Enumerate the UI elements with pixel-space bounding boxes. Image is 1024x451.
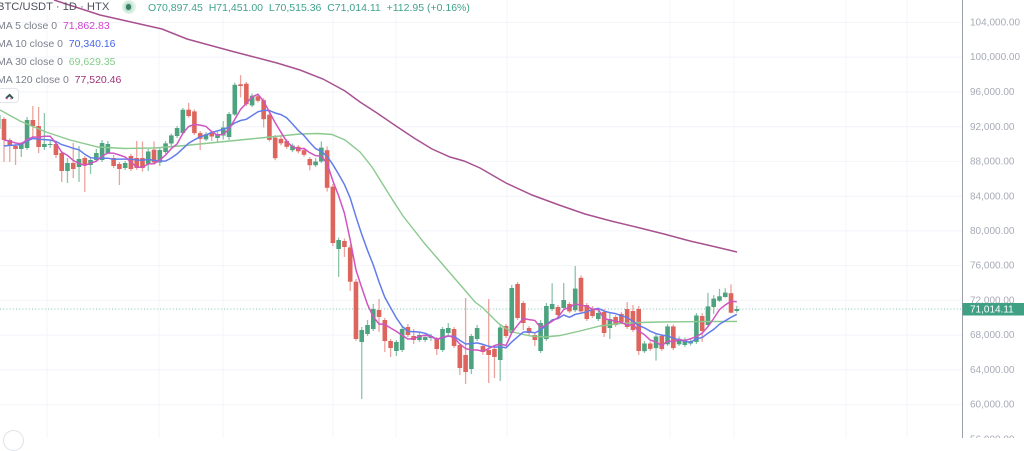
svg-text:68,000.00: 68,000.00	[970, 330, 1015, 341]
svg-text:64,000.00: 64,000.00	[970, 365, 1015, 376]
svg-text:100,000.00: 100,000.00	[970, 52, 1020, 63]
svg-text:56,000.00: 56,000.00	[970, 435, 1015, 438]
svg-text:92,000.00: 92,000.00	[970, 122, 1015, 133]
svg-text:104,000.00: 104,000.00	[970, 18, 1020, 29]
svg-text:60,000.00: 60,000.00	[970, 400, 1015, 411]
svg-text:84,000.00: 84,000.00	[970, 191, 1015, 202]
svg-text:71,014.11: 71,014.11	[970, 304, 1014, 315]
svg-text:88,000.00: 88,000.00	[970, 157, 1015, 168]
svg-text:76,000.00: 76,000.00	[970, 261, 1015, 272]
svg-text:80,000.00: 80,000.00	[970, 226, 1015, 237]
svg-text:96,000.00: 96,000.00	[970, 87, 1015, 98]
